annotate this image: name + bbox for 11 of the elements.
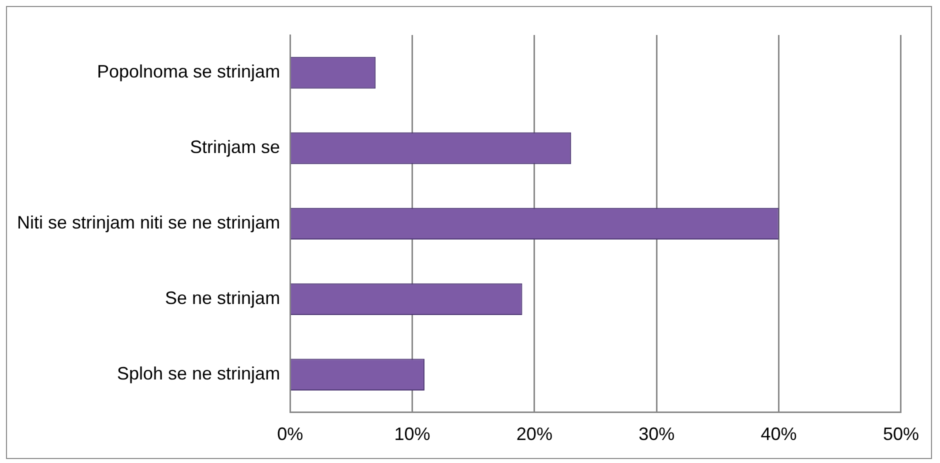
- y-tick-label: Strinjam se: [190, 137, 280, 158]
- x-tick-label: 50%: [882, 424, 919, 444]
- y-tick-label: Popolnoma se strinjam: [96, 62, 280, 82]
- x-tick-label: 20%: [516, 424, 552, 444]
- x-tick-label: 0%: [277, 424, 304, 444]
- y-tick-label: Se ne strinjam: [165, 288, 280, 308]
- y-tick-label: Sploh se ne strinjam: [116, 364, 280, 384]
- y-tick-label: Niti se strinjam niti se ne strinjam: [16, 212, 280, 233]
- x-tick-label: 10%: [394, 424, 430, 444]
- x-tick-label: 40%: [760, 424, 797, 444]
- x-tick-label: 30%: [638, 424, 675, 444]
